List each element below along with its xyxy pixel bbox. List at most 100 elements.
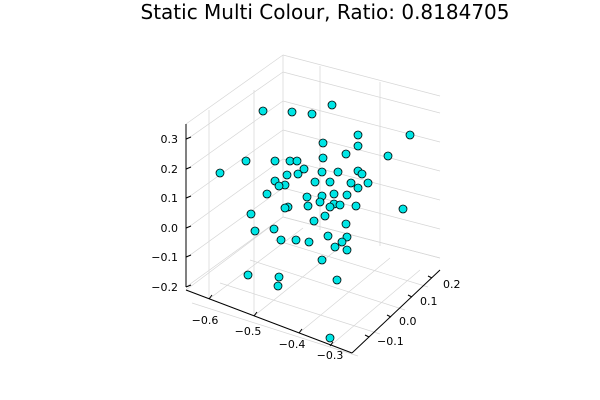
scatter-point <box>325 333 335 343</box>
y-tick-label: 0.2 <box>443 278 461 291</box>
scatter-point <box>363 178 373 188</box>
grid-line <box>274 239 429 288</box>
scatter-point <box>357 169 367 179</box>
x-axis-line <box>185 289 353 354</box>
scatter-point <box>315 197 325 207</box>
y-tick-mark <box>386 314 392 318</box>
grid-line <box>282 54 441 97</box>
scatter-point <box>335 200 345 210</box>
scatter-point <box>398 204 408 214</box>
x-tick-mark <box>298 328 303 334</box>
grid-line <box>282 216 441 259</box>
scatter-point <box>243 270 253 280</box>
scatter-point <box>258 106 268 116</box>
z-tick-mark <box>185 284 192 288</box>
scatter-point <box>351 201 361 211</box>
scatter-point <box>383 151 393 161</box>
grid-line <box>208 227 304 300</box>
scatter-point <box>269 224 279 234</box>
scatter-point <box>280 203 290 213</box>
x-tick-label: −0.6 <box>192 314 219 327</box>
grid-line <box>185 158 284 230</box>
grid-line <box>219 282 381 335</box>
scatter-point <box>330 242 340 252</box>
scatter-point <box>293 169 303 179</box>
scatter-point <box>317 255 327 265</box>
grid-line <box>185 129 284 200</box>
y-tick-mark <box>427 275 433 279</box>
grid-line <box>282 129 441 172</box>
z-tick-mark <box>185 254 192 258</box>
x-tick-label: −0.5 <box>235 325 262 338</box>
scatter-point <box>337 237 347 247</box>
z-tick-mark <box>185 166 192 170</box>
scatter-point <box>292 156 302 166</box>
chart-title: Static Multi Colour, Ratio: 0.8184705 <box>141 0 510 24</box>
scatter-point <box>353 130 363 140</box>
grid-line <box>249 259 406 311</box>
grid-line <box>185 71 284 141</box>
scatter-point <box>250 226 260 236</box>
z-tick-label: 0.0 <box>161 222 179 235</box>
grid-line <box>185 216 284 291</box>
y-axis-line <box>351 269 441 354</box>
z-tick-mark <box>185 225 192 229</box>
scatter-point <box>262 189 272 199</box>
z-tick-label: 0.1 <box>161 192 179 205</box>
grid-line <box>185 54 284 125</box>
axes <box>185 124 441 354</box>
grid-line <box>282 158 441 201</box>
z-tick-label: 0.3 <box>161 133 179 146</box>
y-tick-mark <box>364 334 370 338</box>
scatter-point <box>310 177 320 187</box>
scatter-point <box>332 275 342 285</box>
scatter-point <box>405 130 415 140</box>
grid-line <box>185 187 284 259</box>
scatter-point <box>325 177 335 187</box>
scatter-point <box>304 237 314 247</box>
x-tick-mark <box>329 341 334 347</box>
scatter-point <box>317 167 327 177</box>
scatter-point <box>276 235 286 245</box>
scatter-point <box>303 201 313 211</box>
x-tick-mark <box>253 311 258 317</box>
data-points <box>215 100 415 343</box>
z-tick-label: −0.2 <box>151 281 178 294</box>
scatter-point <box>341 149 351 159</box>
scatter-point <box>320 211 330 221</box>
x-tick-label: −0.3 <box>317 349 344 362</box>
scatter-point <box>274 272 284 282</box>
y-tick-label: 0.0 <box>399 315 417 328</box>
scatter-point <box>346 178 356 188</box>
scatter-point <box>327 100 337 110</box>
scatter-point <box>302 192 312 202</box>
scatter-point <box>299 164 309 174</box>
z-tick-label: −0.1 <box>151 251 178 264</box>
z-tick-label: 0.2 <box>161 163 179 176</box>
scatter-point <box>241 156 251 166</box>
scatter-point <box>287 107 297 117</box>
scatter-point <box>329 189 339 199</box>
x-tick-label: −0.4 <box>279 338 306 351</box>
scatter-point <box>353 141 363 151</box>
scatter-point <box>282 170 292 180</box>
z-tick-mark <box>185 195 192 199</box>
scatter-point <box>273 281 283 291</box>
tick-labels: −0.2 −0.1 0.0 0.1 0.2 0.3 −0.6 −0.5 −0.4 −0.3 −0.1… <box>151 133 460 362</box>
scatter-point <box>342 245 352 255</box>
scatter-point <box>353 183 363 193</box>
scatter-point <box>270 156 280 166</box>
scatter-point <box>274 181 284 191</box>
scatter-point <box>291 235 301 245</box>
grid-line <box>185 216 284 288</box>
scatter-point <box>215 168 225 178</box>
z-tick-mark <box>185 136 192 140</box>
grid-line <box>185 100 284 171</box>
y-tick-mark <box>407 294 413 298</box>
grid-line <box>191 302 359 357</box>
x-tick-mark <box>208 294 213 300</box>
y-tick-label: −0.1 <box>377 335 404 348</box>
scatter-point <box>342 190 352 200</box>
grid-line <box>282 71 441 114</box>
